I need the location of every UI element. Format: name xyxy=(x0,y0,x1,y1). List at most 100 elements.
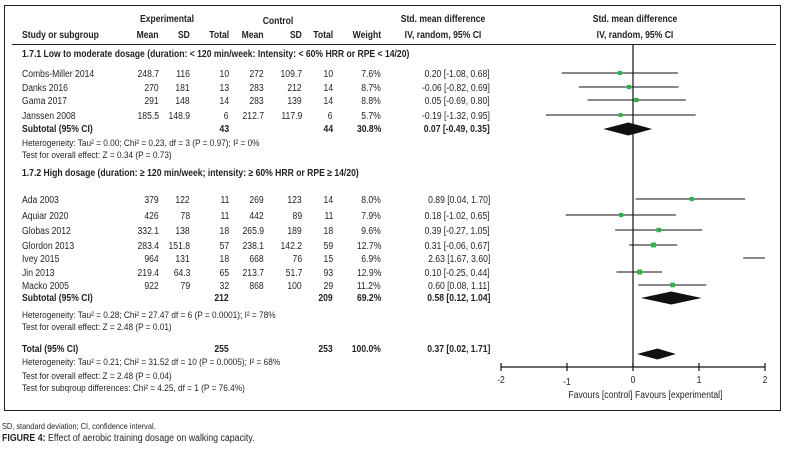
x-tick-label: 1 xyxy=(696,375,702,386)
study-ctrl-sd: 189 xyxy=(287,226,302,237)
study-name: Jin 2013 xyxy=(22,268,55,279)
study-ctrl-sd: 100 xyxy=(287,281,302,292)
study-weight: 8.7% xyxy=(361,83,381,94)
study-exp-mean: 964 xyxy=(144,254,159,265)
study-exp-sd: 148.9 xyxy=(168,111,190,122)
study-name: Globas 2012 xyxy=(22,226,71,237)
study-name: Ivey 2015 xyxy=(22,254,60,265)
study-ctrl-sd: 139 xyxy=(287,96,302,107)
x-tick-label: -1 xyxy=(563,377,571,388)
study-name: Ada 2003 xyxy=(22,195,59,206)
figure-caption-text: Effect of aerobic training dosage on wal… xyxy=(45,433,255,444)
study-ctrl-mean: 668 xyxy=(249,254,264,265)
study-ctrl-sd: 117.9 xyxy=(281,111,302,122)
study-ctrl-sd: 142.2 xyxy=(280,241,302,252)
subgroup-title: 1.7.1 Low to moderate dosage (duration: … xyxy=(22,49,410,60)
x-tick-label: -2 xyxy=(497,375,505,386)
subtotal-exp-total: 212 xyxy=(214,293,229,304)
study-effect-text: 0.60 [0.08, 1.11] xyxy=(428,281,490,292)
study-exp-sd: 131 xyxy=(175,254,190,265)
study-weight: 6.9% xyxy=(361,254,381,265)
study-exp-total: 57 xyxy=(219,241,229,252)
study-exp-sd: 116 xyxy=(176,69,190,80)
study-ctrl-mean: 283 xyxy=(249,96,264,107)
study-exp-mean: 248.7 xyxy=(137,69,159,80)
study-exp-sd: 79 xyxy=(180,281,190,292)
study-name: Janssen 2008 xyxy=(22,111,76,122)
study-effect-text: -0.06 [-0.82, 0.69] xyxy=(422,83,490,94)
study-effect-text: 0.20 [-1.08, 0.68] xyxy=(424,69,490,80)
study-exp-total: 65 xyxy=(219,268,229,279)
study-exp-mean: 219.4 xyxy=(137,268,159,279)
study-name: Combs-Miller 2014 xyxy=(22,69,95,80)
ctrl-mean-header: Mean xyxy=(242,30,264,41)
ctrl-sd-header: SD xyxy=(290,30,302,41)
study-ctrl-total: 15 xyxy=(323,254,333,265)
study-column-header: Study or subgroup xyxy=(22,30,99,41)
study-effect-text: 0.31 [-0.06, 0.67] xyxy=(424,241,490,252)
total-overall-effect-test: Test for overall effect: Z = 2.48 (P = 0… xyxy=(22,371,172,382)
study-exp-sd: 138 xyxy=(175,226,190,237)
study-weight: 12.9% xyxy=(356,268,381,279)
control-group-header: Control xyxy=(262,16,294,27)
study-exp-total: 13 xyxy=(219,83,229,94)
x-tick-label: 0 xyxy=(630,375,636,386)
study-ctrl-total: 11 xyxy=(324,211,333,222)
study-ctrl-mean: 213.7 xyxy=(242,268,264,279)
study-name: Gama 2017 xyxy=(22,96,67,107)
heterogeneity-stats: Heterogeneity: Tau² = 0.28; Chi² = 27.47… xyxy=(22,310,276,321)
subgroup-differences-test: Test for subqroup differences: Chi² = 4.… xyxy=(22,383,245,394)
study-weight: 9.6% xyxy=(361,226,381,237)
study-ctrl-mean: 238.1 xyxy=(242,241,264,252)
study-exp-total: 18 xyxy=(219,226,229,237)
subtotal-weight: 30.8% xyxy=(356,124,381,135)
study-ctrl-total: 6 xyxy=(328,111,333,122)
experimental-group-header: Experimental xyxy=(139,14,195,25)
study-weight: 8.0% xyxy=(361,195,381,206)
study-name: Macko 2005 xyxy=(22,281,69,292)
study-ctrl-sd: 89 xyxy=(292,211,302,222)
study-name: Danks 2016 xyxy=(22,83,68,94)
study-ctrl-sd: 212 xyxy=(287,83,302,94)
total-effect: 0.37 [0.02, 1.71] xyxy=(426,344,490,355)
total-ctrl-total: 253 xyxy=(318,344,333,355)
study-name: Aquiar 2020 xyxy=(22,211,69,222)
study-effect-text: 0.10 [-0.25, 0.44] xyxy=(424,268,490,279)
study-exp-mean: 185.5 xyxy=(137,111,159,122)
total-exp-total: 255 xyxy=(214,344,229,355)
weight-header: Weight xyxy=(352,30,381,41)
favours-control-label: Favours [control] xyxy=(567,390,632,401)
study-ctrl-mean: 272 xyxy=(249,69,264,80)
study-effect-text: 0.39 [-0.27, 1.05] xyxy=(424,226,490,237)
study-exp-mean: 332.1 xyxy=(137,226,159,237)
study-effect-text: -0.19 [-1.32, 0.95] xyxy=(422,111,490,122)
plot-column-title: Std. mean difference xyxy=(592,14,678,25)
study-ctrl-sd: 76 xyxy=(292,254,302,265)
study-exp-sd: 64.3 xyxy=(173,268,190,279)
study-exp-sd: 78 xyxy=(180,211,190,222)
subtotal-effect: 0.58 [0.12, 1.04] xyxy=(426,293,490,304)
study-effect-text: 0.18 [-1.02, 0.65] xyxy=(424,211,490,222)
study-exp-mean: 426 xyxy=(144,211,159,222)
figure-caption: FIGURE 4: Effect of aerobic training dos… xyxy=(2,433,255,444)
study-ctrl-sd: 51.7 xyxy=(285,268,302,279)
ctrl-total-header: Total xyxy=(313,30,333,41)
study-ctrl-sd: 123 xyxy=(287,195,302,206)
study-exp-mean: 283.4 xyxy=(137,241,159,252)
study-ctrl-total: 59 xyxy=(323,241,333,252)
study-exp-mean: 379 xyxy=(144,195,159,206)
forest-plot-frame xyxy=(4,5,781,411)
study-exp-total: 10 xyxy=(219,69,229,80)
study-ctrl-total: 18 xyxy=(323,226,333,237)
study-exp-total: 6 xyxy=(224,111,229,122)
study-name: Glordon 2013 xyxy=(22,241,75,252)
study-effect-text: 0.89 [0.04, 1.70] xyxy=(427,195,490,206)
study-weight: 5.7% xyxy=(361,111,381,122)
exp-sd-header: SD xyxy=(178,30,190,41)
study-weight: 8.8% xyxy=(361,96,381,107)
figure-footnote: SD, standard deviation; CI, confidence i… xyxy=(2,421,156,431)
study-ctrl-mean: 442 xyxy=(249,211,264,222)
study-ctrl-mean: 868 xyxy=(249,281,264,292)
study-exp-total: 11 xyxy=(220,195,229,206)
total-weight: 100.0% xyxy=(351,344,381,355)
